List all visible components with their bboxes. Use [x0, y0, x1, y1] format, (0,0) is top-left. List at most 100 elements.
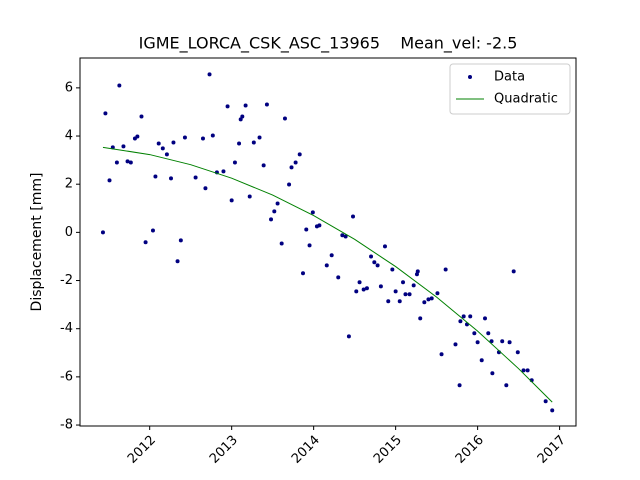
data-point [143, 240, 148, 245]
data-point [121, 144, 126, 149]
data-point [375, 263, 380, 268]
data-point [500, 339, 505, 344]
data-point [336, 275, 341, 280]
data-point [128, 160, 133, 165]
legend-box [449, 63, 571, 115]
data-point [361, 287, 366, 292]
data-point [507, 340, 512, 345]
data-point [169, 176, 174, 181]
data-point [521, 368, 526, 373]
y-axis-label: Displacement [mm] [29, 173, 45, 312]
data-point [243, 103, 248, 108]
data-point [435, 291, 440, 296]
data-point [150, 228, 155, 233]
data-point [153, 174, 158, 179]
data-point [411, 283, 416, 288]
data-point [317, 223, 322, 228]
data-point [457, 383, 462, 388]
y-tick-label: -2 [60, 273, 73, 288]
data-point [304, 227, 309, 232]
data-point [443, 267, 448, 272]
data-point [264, 102, 269, 107]
data-point [354, 289, 359, 294]
data-point [269, 217, 274, 222]
data-point [346, 334, 351, 339]
data-point [511, 269, 516, 274]
data-point [415, 269, 420, 274]
data-point [364, 286, 369, 291]
data-point [401, 280, 406, 285]
data-point [279, 241, 284, 246]
data-point [182, 135, 187, 140]
data-point [229, 198, 234, 203]
legend-label: Quadratic [494, 92, 558, 107]
y-tick-label: 0 [65, 225, 73, 240]
data-point [490, 371, 495, 376]
data-point [178, 238, 183, 243]
data-point [247, 194, 252, 199]
data-point [382, 244, 387, 249]
data-point [203, 186, 208, 191]
data-point [486, 331, 491, 336]
data-point [324, 263, 329, 268]
data-point [407, 292, 412, 297]
data-point [397, 299, 402, 304]
data-point [426, 297, 431, 302]
legend-label: Data [494, 70, 525, 85]
data-point [422, 300, 427, 305]
data-point [310, 210, 315, 215]
y-tick-label: -4 [60, 321, 73, 336]
data-point [175, 259, 180, 264]
data-point [164, 152, 169, 157]
data-point [275, 201, 280, 206]
data-point [287, 182, 292, 187]
data-point [293, 160, 298, 165]
data-point [461, 314, 466, 319]
data-point [386, 299, 391, 304]
data-point [439, 352, 444, 357]
data-point [225, 104, 230, 109]
data-point [289, 165, 294, 170]
data-point [100, 230, 105, 235]
data-point [200, 136, 205, 141]
y-tick-label: 6 [65, 80, 73, 95]
data-point [257, 135, 262, 140]
data-point [193, 175, 198, 180]
data-point [393, 289, 398, 294]
data-point [282, 116, 287, 121]
data-point [160, 146, 165, 151]
data-point [171, 140, 176, 145]
data-point [103, 111, 108, 116]
data-point [351, 214, 356, 219]
data-point [114, 160, 119, 165]
data-point [139, 114, 144, 119]
data-point [117, 83, 122, 88]
data-point [232, 160, 237, 165]
data-point [357, 280, 362, 285]
plot-frame [79, 57, 577, 427]
data-point [340, 233, 345, 238]
data-point [504, 383, 509, 388]
data-point [207, 72, 212, 77]
data-point [472, 331, 477, 336]
legend-marker [468, 75, 472, 79]
data-point [429, 296, 434, 301]
data-point [458, 319, 463, 324]
data-point [237, 141, 242, 146]
y-tick-label: -6 [60, 369, 73, 384]
y-tick-label: 2 [65, 177, 73, 192]
data-point [543, 399, 548, 404]
data-point [372, 260, 377, 265]
fit-line [102, 146, 553, 403]
data-point [251, 140, 256, 145]
data-point [482, 316, 487, 321]
y-tick-label: -8 [60, 418, 73, 433]
data-point [479, 358, 484, 363]
data-point [369, 254, 374, 259]
data-point [550, 408, 555, 413]
data-point [403, 292, 408, 297]
data-point [307, 243, 312, 248]
data-point [378, 284, 383, 289]
data-point [107, 178, 112, 183]
data-point [156, 141, 161, 146]
